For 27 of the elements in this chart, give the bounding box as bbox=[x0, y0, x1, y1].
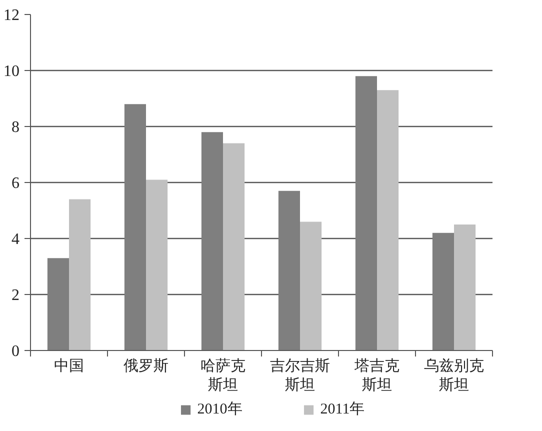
x-tick-label: 中国 bbox=[54, 358, 84, 374]
bar bbox=[223, 143, 245, 350]
legend-label: 2010年 bbox=[197, 400, 242, 418]
x-tick-label: 乌兹别克斯坦 bbox=[424, 358, 484, 394]
bar bbox=[201, 132, 223, 350]
bar bbox=[146, 180, 168, 350]
bar bbox=[69, 199, 91, 350]
y-tick-label: 2 bbox=[12, 287, 20, 304]
y-tick-label: 4 bbox=[12, 231, 20, 248]
bar bbox=[124, 104, 146, 350]
y-tick-label: 8 bbox=[12, 119, 20, 136]
x-tick-label: 塔吉克斯坦 bbox=[354, 358, 400, 394]
bar bbox=[47, 258, 69, 350]
bar bbox=[454, 224, 476, 350]
x-tick-label: 俄罗斯 bbox=[124, 358, 168, 374]
bar bbox=[300, 222, 322, 350]
x-tick-label: 吉尔吉斯斯坦 bbox=[270, 358, 330, 394]
y-tick-label: 0 bbox=[12, 343, 20, 360]
y-tick-label: 12 bbox=[4, 7, 20, 24]
y-tick-label: 6 bbox=[12, 175, 20, 192]
x-tick-label: 哈萨克斯坦 bbox=[200, 358, 246, 394]
y-tick-label: 10 bbox=[4, 63, 20, 80]
bar bbox=[377, 90, 399, 350]
bar bbox=[355, 76, 377, 350]
bar bbox=[432, 232, 454, 350]
bar bbox=[278, 190, 300, 350]
legend-label: 2011年 bbox=[320, 400, 365, 418]
